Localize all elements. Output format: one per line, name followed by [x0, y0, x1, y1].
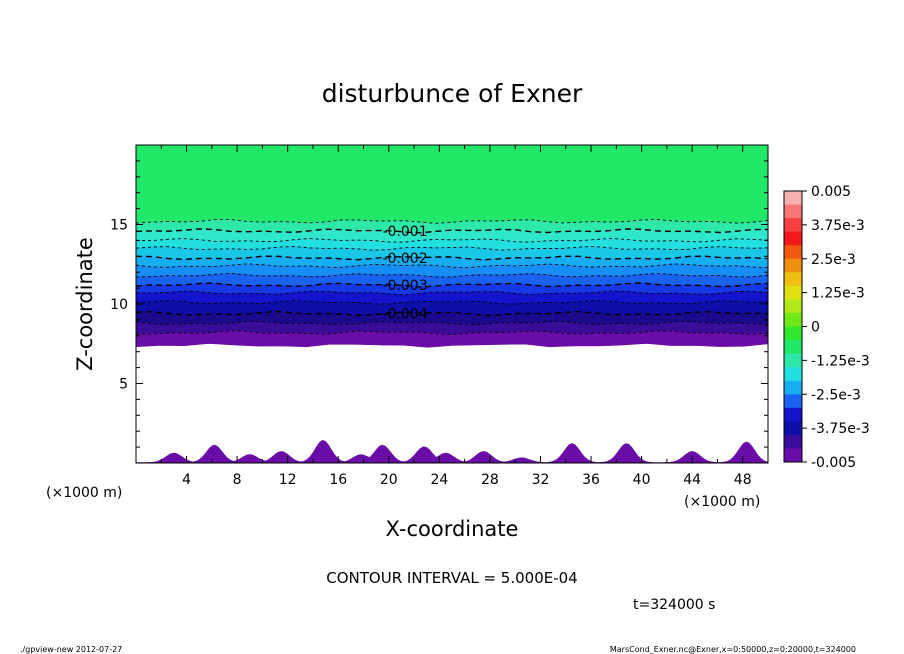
contour-line [135, 255, 769, 261]
x-tick-label: 20 [380, 472, 398, 488]
colorbar-segment [784, 312, 802, 327]
footer-right: MarsCond_Exner.nc@Exner,x=0:50000,z=0:20… [610, 645, 856, 654]
y-axis-label: Z-coordinate [73, 237, 97, 371]
colorbar-segment [784, 299, 802, 314]
x-unit-label-left: (×1000 m) [46, 485, 122, 501]
contour-line [135, 228, 769, 234]
colorbar-label: 1.25e-3 [811, 286, 865, 302]
colorbar-segment [784, 204, 802, 219]
colorbar-label: 0.005 [811, 184, 851, 200]
contour-band [135, 144, 769, 224]
x-tick-label: 48 [734, 472, 752, 488]
time-label: t=324000 s [633, 597, 715, 613]
colorbar-label: -2.5e-3 [811, 387, 861, 403]
colorbar-segment [784, 407, 802, 422]
colorbar-segment [784, 394, 802, 409]
colorbar-label: 0 [811, 320, 820, 336]
x-tick-label: 8 [233, 472, 242, 488]
contour-line [135, 310, 769, 317]
colorbar-segment [784, 340, 802, 354]
colorbar-segment [784, 272, 802, 287]
x-tick-label: 4 [182, 472, 191, 488]
colorbar-segment [784, 191, 802, 205]
colorbar-label: -1.25e-3 [811, 353, 870, 369]
x-tick-label: 16 [329, 472, 347, 488]
colorbar-label: -3.75e-3 [811, 421, 870, 437]
x-tick-label: 24 [430, 472, 448, 488]
x-tick-label: 40 [633, 472, 651, 488]
y-tick-label: 10 [110, 297, 128, 313]
plot-fill-area [135, 144, 769, 463]
colorbar-segment [784, 367, 802, 382]
contour-labels: -0.001 -0.002 -0.003 -0.004 [382, 224, 427, 323]
x-tick-label: 36 [582, 472, 600, 488]
contour-label-2: -0.002 [382, 251, 427, 267]
x-tick-label: 44 [683, 472, 701, 488]
colorbar-label: 2.5e-3 [811, 252, 856, 268]
contour-lines [135, 219, 769, 336]
contour-label-4: -0.004 [382, 307, 427, 323]
y-tick-label: 5 [119, 377, 128, 393]
x-axis-label: X-coordinate [386, 517, 519, 541]
footer-left: ./gpview-new 2012-07-27 [20, 645, 122, 654]
colorbar-segment [784, 231, 802, 246]
x-axis: 4 8 12 16 20 24 28 32 36 40 44 48 [135, 145, 769, 488]
colorbar-label: 3.75e-3 [811, 218, 865, 234]
contour-label-3: -0.003 [382, 278, 427, 294]
contour-line [135, 282, 769, 288]
colorbar-segment [784, 448, 802, 463]
x-tick-label: 12 [279, 472, 297, 488]
colorbar-segment [784, 421, 802, 436]
colorbar-label: -0.005 [811, 455, 856, 471]
colorbar-segment [784, 285, 802, 300]
x-tick-label: 28 [481, 472, 499, 488]
colorbar-segment [784, 218, 802, 233]
x-tick-label: 32 [532, 472, 550, 488]
bottom-bumps [136, 440, 768, 463]
colorbar: 0.005 3.75e-3 2.5e-3 1.25e-3 0 -1.25e-3 -2.5e-… [783, 184, 870, 471]
y-axis: 5 10 15 [110, 144, 768, 464]
y-tick-label: 15 [110, 218, 128, 234]
contour-interval-text: CONTOUR INTERVAL = 5.000E-04 [326, 569, 577, 587]
colorbar-segment [784, 353, 802, 368]
colorbar-segment [784, 326, 802, 341]
x-unit-label-right: (×1000 m) [684, 494, 760, 510]
colorbar-segment [784, 380, 802, 395]
colorbar-segment [784, 434, 802, 449]
colorbar-segment [784, 245, 802, 260]
chart-title: disturbunce of Exner [322, 79, 583, 108]
contour-label-1: -0.001 [382, 224, 427, 240]
colorbar-segment [784, 258, 802, 273]
